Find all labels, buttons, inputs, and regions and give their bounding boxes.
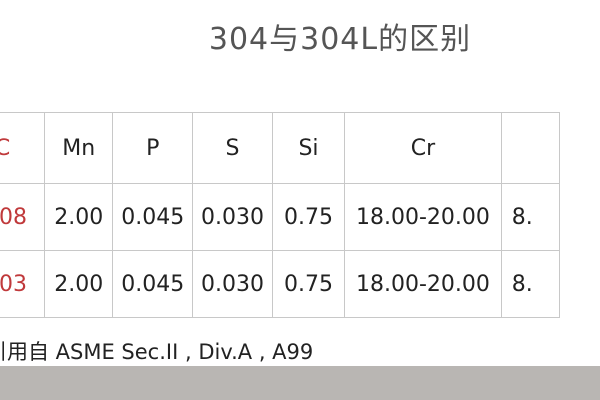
header-cell: C <box>0 112 46 184</box>
cell: 18.00-20.00 <box>344 250 502 318</box>
header-cell <box>500 112 561 184</box>
composition-table: C Mn P S Si Cr 0.08 2.00 0.045 0.030 0.7… <box>0 112 561 318</box>
cell: 8. <box>500 183 561 251</box>
cell: 2.00 <box>44 250 114 318</box>
cell: 0.03 <box>0 250 46 318</box>
header-cell: S <box>192 112 273 184</box>
cell: 8. <box>500 250 561 318</box>
header-cell: Si <box>271 112 346 184</box>
row: 0.08 2.00 0.045 0.030 0.75 18.00-20.00 8… <box>0 183 561 251</box>
cell: 0.75 <box>271 250 346 318</box>
source-note: 引用自 ASME Sec.II , Div.A , A99 <box>0 340 314 364</box>
header-row: C Mn P S Si Cr <box>0 112 561 184</box>
cell: 0.030 <box>192 250 273 318</box>
cell: 2.00 <box>44 183 114 251</box>
cell: 18.00-20.00 <box>344 183 502 251</box>
header-cell: P <box>112 112 194 184</box>
cell: 0.08 <box>0 183 46 251</box>
cell: 0.045 <box>112 250 194 318</box>
cell: 0.030 <box>192 183 273 251</box>
row: 0.03 2.00 0.045 0.030 0.75 18.00-20.00 8… <box>0 250 561 318</box>
header-cell: Mn <box>44 112 114 184</box>
bottom-band <box>0 366 600 400</box>
header-cell: Cr <box>344 112 502 184</box>
cell: 0.045 <box>112 183 194 251</box>
cell: 0.75 <box>271 183 346 251</box>
title: 304与304L的区别 <box>208 22 472 57</box>
